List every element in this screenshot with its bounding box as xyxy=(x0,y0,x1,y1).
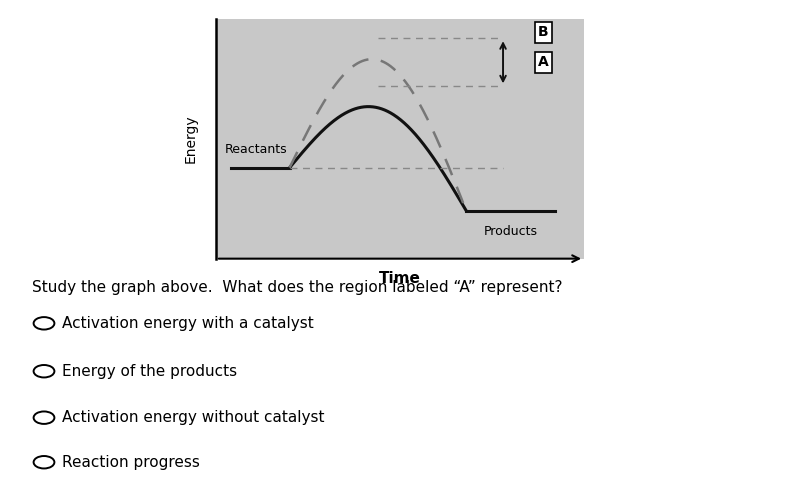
Text: Products: Products xyxy=(483,225,538,238)
Text: Study the graph above.  What does the region labeled “A” represent?: Study the graph above. What does the reg… xyxy=(32,280,562,295)
Text: Energy: Energy xyxy=(183,114,198,163)
Text: Energy of the products: Energy of the products xyxy=(62,364,238,379)
Text: Reaction progress: Reaction progress xyxy=(62,455,200,470)
Text: Activation energy with a catalyst: Activation energy with a catalyst xyxy=(62,316,314,331)
Text: A: A xyxy=(538,55,549,69)
Text: B: B xyxy=(538,25,549,39)
Text: Time: Time xyxy=(379,271,421,285)
Text: Activation energy without catalyst: Activation energy without catalyst xyxy=(62,410,325,425)
Text: Reactants: Reactants xyxy=(225,143,288,156)
